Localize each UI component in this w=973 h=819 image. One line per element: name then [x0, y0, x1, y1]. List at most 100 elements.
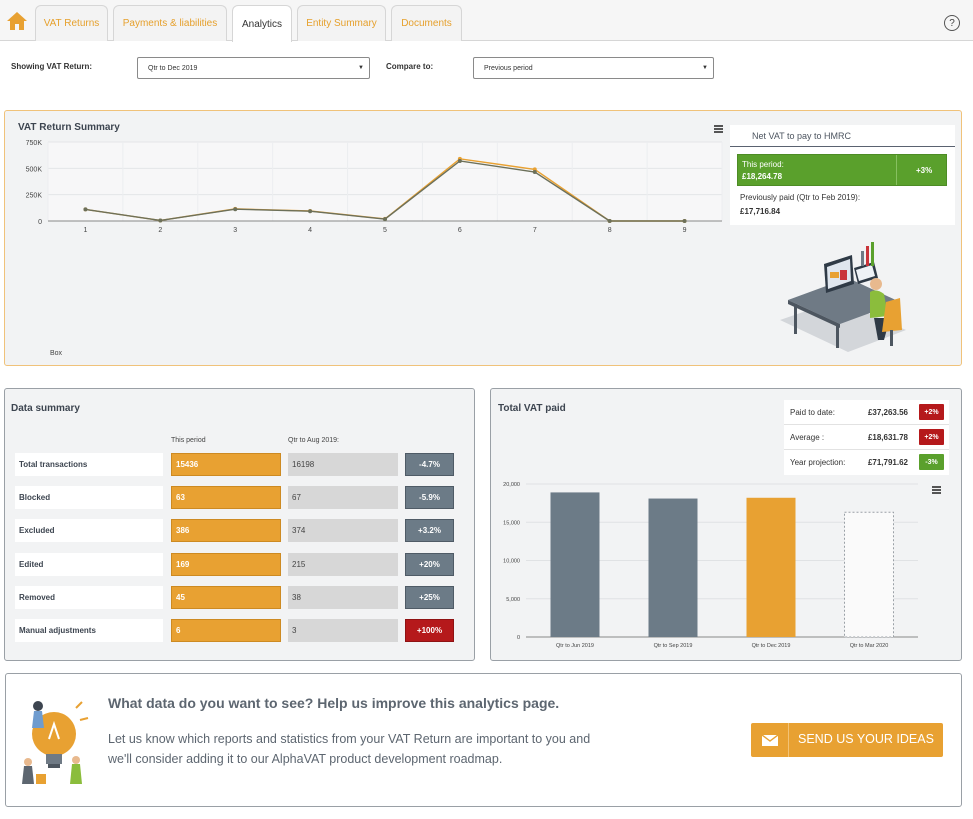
summary-row-label: Total transactions: [15, 453, 163, 476]
vat-bar-chart: 20,000 15,000 10,000 5,000 0 Qtr to Jun 2019 Q…: [503, 482, 918, 649]
summary-row-change-badge: +20%: [405, 553, 454, 576]
x-tick-label: Qtr to Dec 2019: [752, 643, 791, 649]
series-point: [158, 218, 163, 223]
summary-row-change-badge: +3.2%: [405, 519, 454, 542]
y-tick-label: 5,000: [506, 597, 520, 603]
y-tick-label: 0: [38, 219, 42, 226]
this-period-value: £18,264.78: [742, 172, 783, 181]
stat-label: Year projection:: [790, 458, 846, 467]
x-tick-label: 8: [608, 227, 612, 234]
y-tick-label: 10,000: [503, 559, 520, 565]
stat-value: £37,263.56: [867, 408, 908, 417]
bar: [746, 497, 796, 637]
summary-row-previous: 374: [288, 519, 398, 542]
stat-row-paid-to-date: Paid to date: £37,263.56 +2%: [784, 400, 949, 425]
series-point: [457, 158, 462, 163]
y-tick-label: 500K: [26, 166, 43, 173]
tab-label: Documents: [401, 18, 452, 29]
summary-row-label: Manual adjustments: [15, 619, 163, 642]
summary-row-previous: 16198: [288, 453, 398, 476]
x-tick-label: 5: [383, 227, 387, 234]
stat-change-badge: -3%: [919, 454, 944, 470]
y-tick-label: 750K: [26, 140, 43, 147]
summary-row-change-badge: +25%: [405, 586, 454, 609]
desk-worker-illustration: [780, 242, 906, 352]
x-tick-label: Qtr to Mar 2020: [850, 643, 889, 649]
bar-projection: [844, 511, 894, 638]
tab-label: VAT Returns: [43, 18, 100, 29]
stat-change-badge: +2%: [919, 429, 944, 445]
chart-menu-icon[interactable]: [714, 125, 723, 133]
x-tick-label: 6: [458, 227, 462, 234]
feedback-heading: What data do you want to see? Help us im…: [108, 695, 560, 711]
bar-chart-menu-icon[interactable]: [932, 486, 941, 494]
tab-label: Payments & liabilities: [122, 18, 218, 29]
series-point: [83, 207, 88, 212]
previous-period-column-header: Qtr to Aug 2019:: [288, 437, 339, 444]
showing-vat-return-select[interactable]: Qtr to Dec 2019 ▼: [137, 57, 370, 79]
vat-stats-card: Paid to date: £37,263.56 +2% Average : £…: [784, 400, 949, 475]
x-tick-label: 2: [158, 227, 162, 234]
tab-analytics[interactable]: Analytics: [232, 5, 292, 42]
compare-to-label: Compare to:: [386, 62, 434, 71]
vat-return-summary-title: VAT Return Summary: [18, 122, 120, 133]
tab-bar: VAT Returns Payments & liabilities Analy…: [0, 0, 973, 42]
x-tick-label: 7: [533, 227, 537, 234]
summary-row-this-period: 6: [171, 619, 281, 642]
this-period-column-header: This period: [171, 437, 206, 444]
tab-payments-liabilities[interactable]: Payments & liabilities: [113, 5, 227, 41]
series-point: [682, 219, 687, 223]
summary-row-this-period: 45: [171, 586, 281, 609]
feedback-body: Let us know which reports and statistics…: [108, 732, 591, 766]
summary-row-label: Blocked: [15, 486, 163, 509]
box-label: Box: [50, 350, 63, 357]
series-point: [607, 219, 612, 223]
chevron-down-icon: ▼: [358, 65, 364, 71]
vat-line-chart: 750K 500K 250K 0 1 2 3 4 5 6 7 8 9: [26, 140, 723, 234]
net-vat-title: Net VAT to pay to HMRC: [730, 125, 955, 147]
button-label: SEND US YOUR IDEAS: [798, 732, 934, 746]
tab-label: Analytics: [241, 18, 282, 30]
total-vat-paid-title: Total VAT paid: [498, 403, 566, 414]
help-icon[interactable]: ?: [944, 15, 960, 31]
x-tick-label: Qtr to Sep 2019: [654, 643, 693, 649]
series-point: [308, 209, 313, 214]
chevron-down-icon: ▼: [702, 65, 708, 71]
lightbulb-team-illustration: [22, 701, 89, 784]
bar: [648, 498, 698, 637]
tab-documents[interactable]: Documents: [391, 5, 462, 41]
x-tick-label: 1: [83, 227, 87, 234]
summary-row-change-badge: +100%: [405, 619, 454, 642]
summary-row-label: Excluded: [15, 519, 163, 542]
summary-row-previous: 67: [288, 486, 398, 509]
send-us-your-ideas-button[interactable]: SEND US YOUR IDEAS: [751, 723, 943, 757]
x-tick-label: Qtr to Jun 2019: [556, 643, 594, 649]
selected-value: Qtr to Dec 2019: [148, 64, 198, 72]
summary-row-previous: 215: [288, 553, 398, 576]
this-period-change: +3%: [916, 166, 933, 175]
x-tick-label: 3: [233, 227, 237, 234]
stat-change-badge: +2%: [919, 404, 944, 420]
tab-label: Entity Summary: [306, 18, 377, 29]
stat-label: Paid to date:: [790, 408, 835, 417]
summary-row-this-period: 386: [171, 519, 281, 542]
tab-vat-returns[interactable]: VAT Returns: [35, 5, 108, 41]
summary-row-this-period: 15436: [171, 453, 281, 476]
net-vat-card: Net VAT to pay to HMRC This period: £18,…: [730, 125, 955, 225]
compare-to-select[interactable]: Previous period ▼: [473, 57, 714, 79]
series-point: [383, 217, 387, 222]
plot-area: [48, 142, 722, 221]
bar: [550, 492, 600, 637]
tab-entity-summary[interactable]: Entity Summary: [297, 5, 386, 41]
selected-value: Previous period: [484, 64, 533, 72]
summary-row-previous: 38: [288, 586, 398, 609]
this-period-badge: This period: £18,264.78 +3%: [737, 154, 947, 186]
stat-value: £71,791.62: [867, 458, 908, 467]
stat-value: £18,631.78: [867, 433, 908, 442]
summary-row-label: Removed: [15, 586, 163, 609]
feedback-banner: What data do you want to see? Help us im…: [5, 673, 962, 807]
home-icon[interactable]: [6, 11, 28, 31]
summary-row-this-period: 63: [171, 486, 281, 509]
showing-vat-return-label: Showing VAT Return:: [11, 62, 93, 71]
previously-paid-label: Previously paid (Qtr to Feb 2019):: [740, 193, 861, 202]
